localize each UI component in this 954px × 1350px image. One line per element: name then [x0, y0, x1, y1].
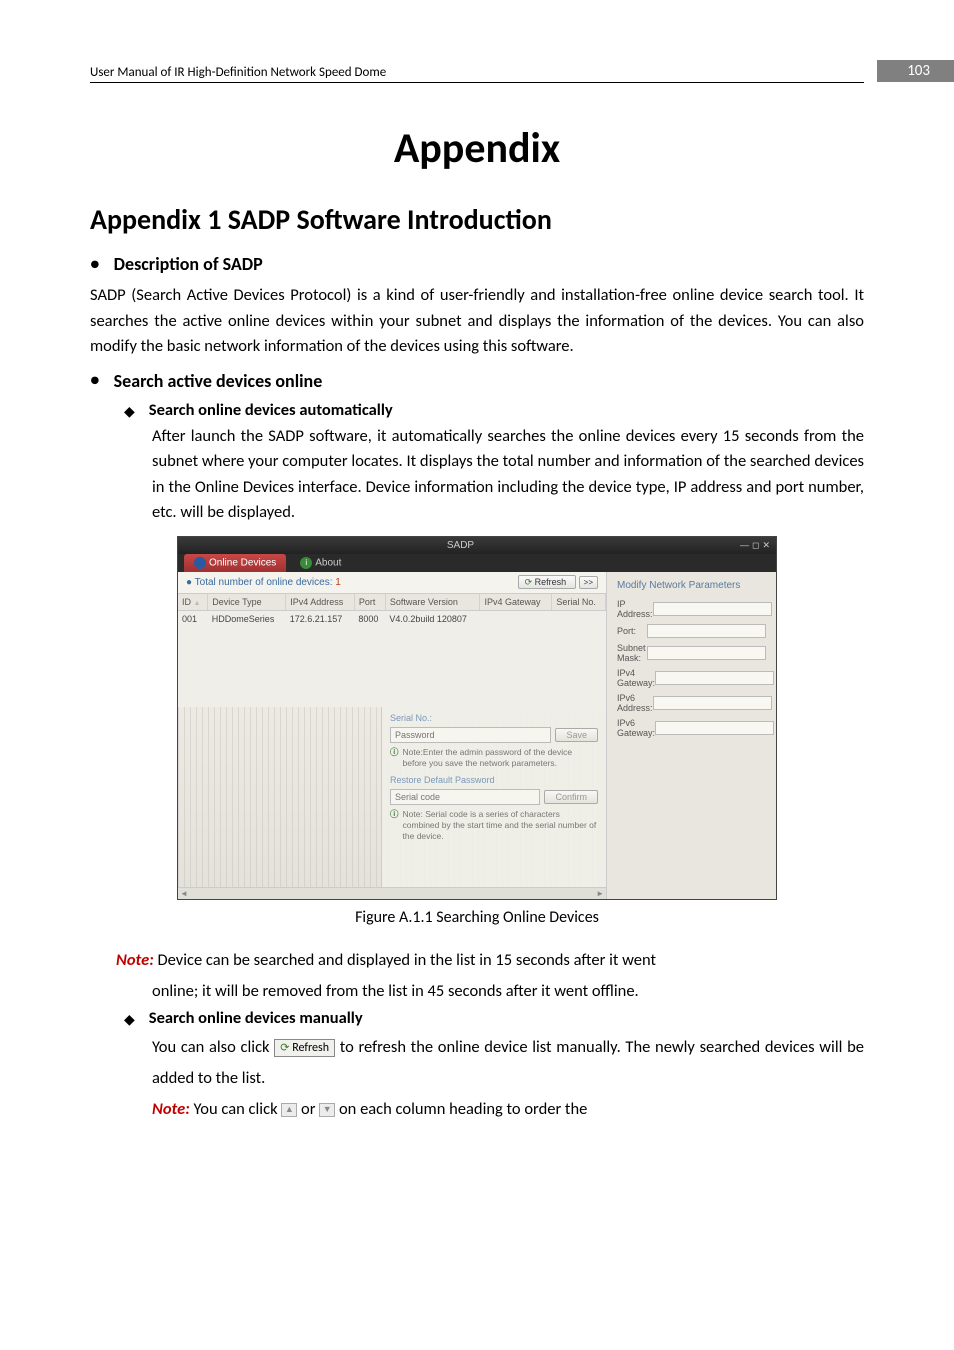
- figure-caption: Figure A.1.1 Searching Online Devices: [90, 908, 864, 927]
- device-table: ID ▲ Device Type IPv4 Address Port Softw…: [178, 594, 606, 707]
- appendix-heading: Appendix 1 SADP Software Introduction: [90, 202, 864, 237]
- tab-online-devices[interactable]: Online Devices: [184, 554, 286, 572]
- modify-params-title: Modify Network Parameters: [617, 580, 766, 591]
- note-line-2: online; it will be removed from the list…: [152, 976, 864, 1007]
- manual-search-body: You can also click ⟳ Refresh to refresh …: [152, 1032, 864, 1095]
- bullet-icon: ●: [90, 371, 100, 390]
- page-number: 103: [877, 60, 954, 82]
- diamond-icon: ◆: [124, 1011, 135, 1028]
- sadp-refresh-button[interactable]: ⟳ Refresh: [518, 575, 576, 589]
- ipv6-input[interactable]: [653, 696, 772, 710]
- col-port[interactable]: Port: [354, 594, 385, 611]
- gateway-label: IPv4 Gateway:: [617, 668, 655, 688]
- ip-address-input[interactable]: [653, 602, 772, 616]
- restore-default-label: Restore Default Password: [390, 775, 598, 785]
- help-icon: i: [300, 557, 312, 569]
- note-serial-code: ⓘNote: Serial code is a series of charac…: [390, 809, 598, 842]
- col-id[interactable]: ID ▲: [178, 594, 208, 611]
- window-controls: —◻✕: [737, 540, 770, 551]
- subnet-input[interactable]: [647, 646, 766, 660]
- confirm-button[interactable]: Confirm: [544, 790, 598, 804]
- toggle-panel-button[interactable]: >>: [579, 576, 598, 589]
- subnet-label: Subnet Mask:: [617, 643, 647, 663]
- auto-search-title: Search online devices automatically: [149, 400, 393, 420]
- diamond-icon: ◆: [124, 403, 135, 420]
- section-heading-search: Search active devices online: [114, 370, 323, 392]
- password-input[interactable]: [390, 727, 551, 743]
- port-input[interactable]: [647, 624, 766, 638]
- col-type[interactable]: Device Type: [208, 594, 286, 611]
- col-sn[interactable]: Serial No.: [552, 594, 606, 611]
- sadp-screenshot: SADP —◻✕ Online Devices iAbout ● Total n…: [177, 536, 777, 900]
- description-body: SADP (Search Active Devices Protocol) is…: [90, 283, 864, 360]
- tab-about[interactable]: iAbout: [292, 554, 349, 572]
- bullet-icon: ●: [90, 255, 100, 274]
- section-heading-description: Description of SADP: [114, 253, 263, 275]
- main-title: Appendix: [90, 123, 864, 174]
- serial-code-input[interactable]: [390, 789, 540, 805]
- ipv6-label: IPv6 Address:: [617, 693, 653, 713]
- header-title: User Manual of IR High-Definition Networ…: [90, 65, 386, 80]
- serial-no-label: Serial No.:: [390, 713, 598, 723]
- note-line-1: Note: Device can be searched and display…: [116, 945, 864, 976]
- save-button[interactable]: Save: [555, 728, 598, 742]
- manual-search-title: Search online devices manually: [149, 1008, 363, 1028]
- col-sw[interactable]: Software Version: [385, 594, 480, 611]
- port-label: Port:: [617, 626, 647, 636]
- auto-search-body: After launch the SADP software, it autom…: [152, 424, 864, 526]
- col-ip[interactable]: IPv4 Address: [286, 594, 355, 611]
- ipv6gw-label: IPv6 Gateway:: [617, 718, 655, 738]
- col-gw[interactable]: IPv4 Gateway: [480, 594, 552, 611]
- sort-asc-icon: ▲: [281, 1103, 297, 1117]
- table-row[interactable]: 001 HDDomeSeries 172.6.21.157 8000 V4.0.…: [178, 610, 606, 627]
- globe-icon: [194, 557, 206, 569]
- ipv6gw-input[interactable]: [655, 721, 774, 735]
- ip-address-label: IP Address:: [617, 599, 653, 619]
- note-sort: Note: You can click ▲ or ▼ on each colum…: [152, 1094, 864, 1125]
- note-admin-password: ⓘNote:Enter the admin password of the de…: [390, 747, 598, 769]
- refresh-button-inline: ⟳ Refresh: [274, 1039, 335, 1057]
- sort-desc-icon: ▼: [319, 1103, 335, 1117]
- sadp-title: SADP: [447, 540, 474, 551]
- device-count-label: ● Total number of online devices: 1: [186, 577, 341, 588]
- gateway-input[interactable]: [655, 671, 774, 685]
